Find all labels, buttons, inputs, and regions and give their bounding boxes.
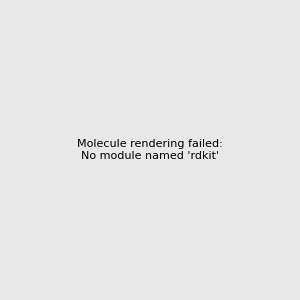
Text: Molecule rendering failed:
No module named 'rdkit': Molecule rendering failed: No module nam… <box>77 139 223 161</box>
